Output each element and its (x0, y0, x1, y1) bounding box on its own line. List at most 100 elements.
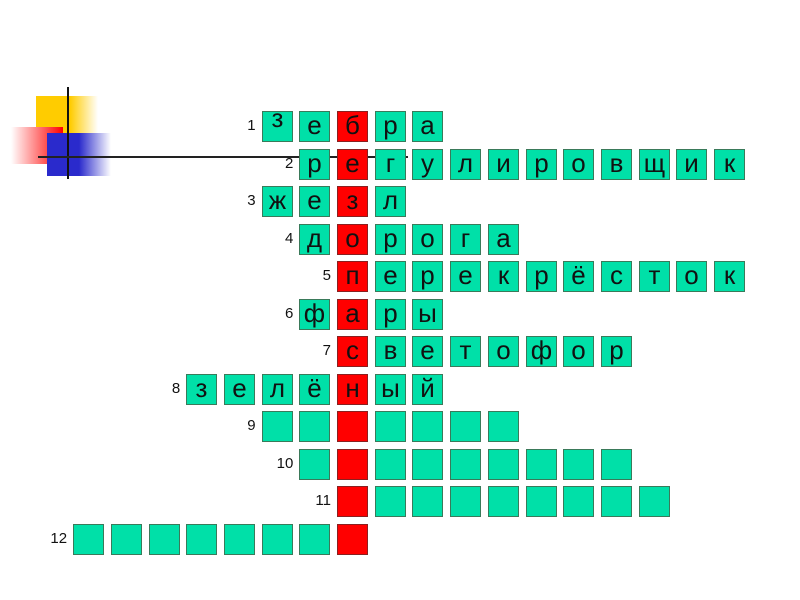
letter-cell[interactable] (639, 486, 670, 517)
letter-cell[interactable]: о (488, 336, 519, 367)
key-cell[interactable]: с (337, 336, 368, 367)
letter-cell[interactable] (262, 411, 293, 442)
key-cell[interactable]: о (337, 224, 368, 255)
letter-cell[interactable] (375, 449, 406, 480)
letter-cell[interactable]: о (412, 224, 443, 255)
letter-cell[interactable] (149, 524, 180, 555)
letter-cell[interactable] (601, 449, 632, 480)
letter-cell[interactable] (412, 486, 443, 517)
key-cell[interactable]: е (337, 149, 368, 180)
letter-cell[interactable] (450, 449, 481, 480)
letter-cell[interactable]: ж (262, 186, 293, 217)
clue-number: 12 (50, 529, 68, 547)
letter-cell[interactable]: л (375, 186, 406, 217)
letter-cell[interactable]: щ (639, 149, 670, 180)
letter-cell[interactable]: в (375, 336, 406, 367)
letter-cell[interactable] (299, 524, 330, 555)
letter-cell[interactable]: е (224, 374, 255, 405)
key-cell[interactable]: б (337, 111, 368, 142)
letter-cell[interactable] (375, 486, 406, 517)
clue-number: 11 (315, 492, 331, 509)
letter-cell[interactable]: з (186, 374, 217, 405)
letter-cell[interactable] (488, 449, 519, 480)
clue-number: 4 (284, 229, 294, 247)
letter-cell[interactable]: е (375, 261, 406, 292)
letter-cell[interactable]: л (262, 374, 293, 405)
letter-cell[interactable]: а (488, 224, 519, 255)
letter-cell[interactable] (299, 449, 330, 480)
key-cell[interactable] (337, 449, 368, 480)
letter-cell[interactable]: о (676, 261, 707, 292)
letter-cell[interactable]: т (450, 336, 481, 367)
letter-cell[interactable] (262, 524, 293, 555)
clue-number: 7 (322, 342, 331, 359)
letter-cell[interactable] (375, 411, 406, 442)
letter-cell[interactable]: ы (412, 299, 443, 330)
letter-cell[interactable] (488, 411, 519, 442)
letter-cell[interactable]: и (676, 149, 707, 180)
decor-blue-square (47, 133, 111, 176)
letter-cell[interactable]: ё (299, 374, 330, 405)
clue-number: 2 (284, 154, 294, 172)
clue-number: 8 (171, 379, 181, 397)
letter-cell[interactable]: з (262, 105, 293, 142)
letter-cell[interactable] (412, 449, 443, 480)
letter-cell[interactable]: у (412, 149, 443, 180)
key-cell[interactable]: з (337, 186, 368, 217)
letter-cell[interactable] (450, 486, 481, 517)
letter-cell[interactable] (299, 411, 330, 442)
letter-cell[interactable]: г (375, 149, 406, 180)
letter-cell[interactable]: р (299, 149, 330, 180)
letter-cell[interactable] (224, 524, 255, 555)
key-cell[interactable] (337, 524, 368, 555)
decor-vertical-line (67, 87, 69, 179)
letter-cell[interactable]: ё (563, 261, 594, 292)
letter-cell[interactable]: ф (526, 336, 557, 367)
letter-cell[interactable]: р (375, 299, 406, 330)
letter-cell[interactable] (526, 449, 557, 480)
letter-cell[interactable]: р (601, 336, 632, 367)
letter-cell[interactable]: р (412, 261, 443, 292)
letter-cell[interactable]: к (488, 261, 519, 292)
letter-cell[interactable]: к (714, 261, 745, 292)
letter-cell[interactable] (412, 411, 443, 442)
letter-cell[interactable]: е (299, 111, 330, 142)
letter-cell[interactable] (563, 449, 594, 480)
letter-cell[interactable]: г (450, 224, 481, 255)
letter-cell[interactable]: й (412, 374, 443, 405)
letter-cell[interactable]: р (526, 149, 557, 180)
letter-cell[interactable] (488, 486, 519, 517)
letter-cell[interactable]: и (488, 149, 519, 180)
letter-cell[interactable]: в (601, 149, 632, 180)
key-cell[interactable]: н (337, 374, 368, 405)
letter-cell[interactable] (73, 524, 104, 555)
letter-cell[interactable]: д (299, 224, 330, 255)
clue-number: 9 (247, 417, 256, 434)
letter-cell[interactable]: т (639, 261, 670, 292)
letter-cell[interactable]: о (563, 149, 594, 180)
key-cell[interactable]: п (337, 261, 368, 292)
key-cell[interactable] (337, 486, 368, 517)
letter-cell[interactable]: а (412, 111, 443, 142)
letter-cell[interactable] (111, 524, 142, 555)
letter-cell[interactable]: ф (299, 299, 330, 330)
letter-cell[interactable]: ы (375, 374, 406, 405)
clue-number: 3 (247, 192, 256, 209)
letter-cell[interactable]: о (563, 336, 594, 367)
key-cell[interactable] (337, 411, 368, 442)
letter-cell[interactable]: к (714, 149, 745, 180)
letter-cell[interactable]: р (526, 261, 557, 292)
letter-cell[interactable]: е (299, 186, 330, 217)
letter-cell[interactable]: с (601, 261, 632, 292)
letter-cell[interactable]: р (375, 224, 406, 255)
letter-cell[interactable]: е (412, 336, 443, 367)
letter-cell[interactable] (186, 524, 217, 555)
letter-cell[interactable] (601, 486, 632, 517)
letter-cell[interactable]: л (450, 149, 481, 180)
letter-cell[interactable] (526, 486, 557, 517)
letter-cell[interactable]: е (450, 261, 481, 292)
letter-cell[interactable]: р (375, 111, 406, 142)
letter-cell[interactable] (450, 411, 481, 442)
key-cell[interactable]: а (337, 299, 368, 330)
letter-cell[interactable] (563, 486, 594, 517)
